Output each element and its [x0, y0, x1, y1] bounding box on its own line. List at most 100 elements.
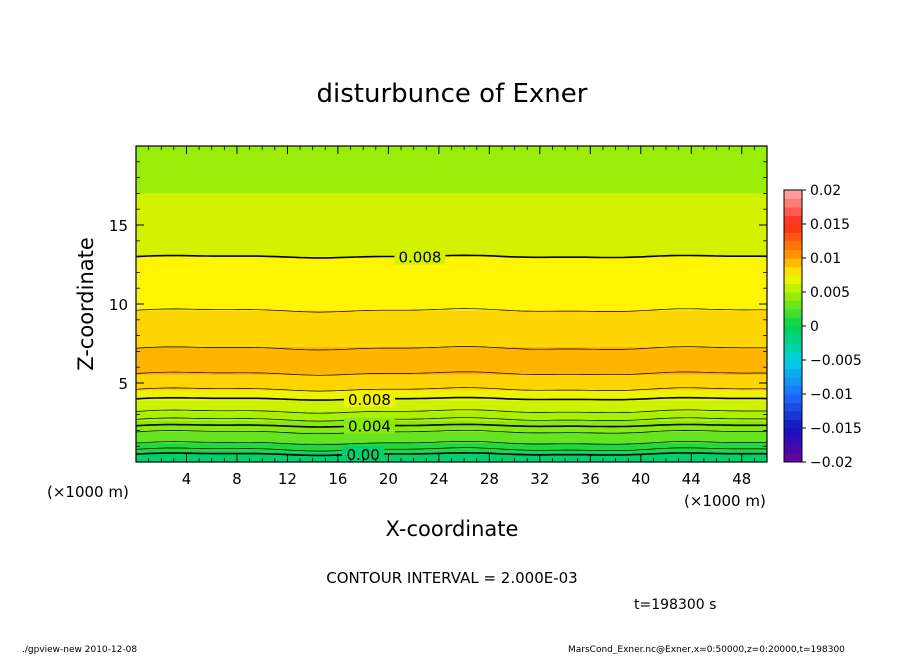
- colorbar-segment: [784, 249, 802, 259]
- x-tick-label-44: 44: [682, 470, 701, 488]
- fill-band-6: [136, 390, 767, 401]
- colorbar-segment: [784, 300, 802, 310]
- colorbar-segment: [784, 334, 802, 344]
- x-tick-label-48: 48: [732, 470, 751, 488]
- colorbar-segment: [784, 232, 802, 242]
- contour-label-bg-1: [343, 390, 395, 407]
- colorbar-segment: [784, 419, 802, 429]
- colorbar-segment: [784, 258, 802, 267]
- contour-line-3: [135, 451, 768, 457]
- colorbar-segment: [784, 215, 802, 225]
- colorbar-segment: [784, 326, 802, 335]
- x-tick-label-24: 24: [429, 470, 448, 488]
- thin-contour-2: [135, 371, 768, 376]
- colorbar-segment: [784, 402, 802, 412]
- fill-band-7: [136, 375, 767, 391]
- chart-title: disturbunce of Exner: [317, 79, 588, 109]
- contour-label-2: 0.004: [348, 418, 391, 436]
- contour-label-1: 0.008: [348, 391, 391, 409]
- contour-label-bg-3: [342, 446, 385, 463]
- x-axis: 4 8 12 16 20 24 28 32 36 40 44 48: [148, 146, 755, 488]
- plot-fill-bands: [136, 146, 767, 462]
- colorbar-segment: [784, 385, 802, 395]
- fill-band-3: [136, 420, 767, 432]
- colorbar-segment: [784, 309, 802, 318]
- colorbar-segment: [784, 292, 802, 301]
- colorbar-tick-label-2: 0.01: [810, 251, 841, 267]
- thin-contour-8: [135, 447, 767, 452]
- contour-labels: 0.008 0.008 0.004 0.00: [342, 248, 446, 464]
- fill-band-12: [136, 146, 767, 194]
- contour-label-bg-2: [343, 417, 395, 434]
- contour-label-0: 0.008: [398, 249, 441, 267]
- colorbar-segment: [784, 351, 802, 361]
- fill-band-2: [136, 431, 767, 444]
- thin-contour-5: [135, 417, 767, 422]
- x-tick-label-16: 16: [328, 470, 347, 488]
- colorbar-segment: [784, 207, 802, 216]
- y-tick-label-10: 10: [109, 296, 128, 314]
- colorbar-tick-label-8: −0.02: [810, 455, 853, 471]
- x-tick-label-8: 8: [232, 470, 242, 488]
- x-tick-label-28: 28: [480, 470, 499, 488]
- thin-contour-7: [135, 441, 767, 446]
- colorbar-tick-label-6: −0.01: [810, 387, 853, 403]
- colorbar-tick-label-4: 0: [810, 319, 819, 335]
- contour-line-1: [135, 396, 768, 401]
- y-tick-label-15: 15: [109, 217, 128, 235]
- fill-band-4: [136, 411, 767, 421]
- colorbar-segment: [784, 445, 802, 454]
- x-tick-label-32: 32: [530, 470, 549, 488]
- colorbar-tick-label-0: 0.02: [810, 183, 841, 199]
- fill-band-10: [136, 256, 767, 311]
- thin-contour-4: [135, 409, 767, 414]
- x-tick-label-12: 12: [278, 470, 297, 488]
- fill-band-11: [136, 193, 767, 257]
- colorbar-segment: [784, 190, 802, 199]
- y-axis: 5 10 15: [109, 161, 767, 447]
- fill-band-9: [136, 310, 767, 347]
- contour-interval-text: CONTOUR INTERVAL = 2.000E-03: [326, 569, 577, 587]
- thin-contour-3: [135, 387, 768, 392]
- x-tick-label-20: 20: [379, 470, 398, 488]
- contour-label-bg-0: [394, 248, 446, 265]
- colorbar-tick-label-7: −0.015: [810, 421, 862, 437]
- fill-band-0: [136, 452, 767, 462]
- colorbar-segment: [784, 266, 802, 276]
- colorbar-segment: [784, 275, 802, 284]
- contour-lines: [135, 254, 768, 457]
- colorbar-tick-label-3: 0.005: [810, 285, 850, 301]
- x-unit-left: (×1000 m): [47, 483, 129, 501]
- colorbar-segment: [784, 317, 802, 327]
- footer-left: ./gpview-new 2010-12-08: [22, 645, 137, 654]
- colorbar-segment: [784, 428, 802, 437]
- x-axis-label: X-coordinate: [386, 517, 519, 541]
- contour-line-0: [135, 254, 768, 259]
- thin-contour-0: [135, 308, 768, 313]
- colorbar-tick-label-1: 0.015: [810, 217, 850, 233]
- colorbar-segment: [784, 411, 802, 420]
- contour-line-2: [135, 423, 767, 428]
- colorbar-segment: [784, 283, 802, 293]
- thin-contour-1: [135, 346, 767, 351]
- colorbar-segment: [784, 241, 802, 250]
- fill-band-8: [136, 346, 767, 376]
- x-tick-label-36: 36: [581, 470, 600, 488]
- colorbar-segment: [784, 368, 802, 378]
- colorbar-segment: [784, 394, 802, 403]
- colorbar-segment: [784, 224, 802, 233]
- thin-contour-6: [135, 429, 767, 435]
- colorbar-segment: [784, 453, 802, 463]
- fill-band-5: [136, 400, 767, 412]
- y-axis-label: Z-coordinate: [74, 237, 98, 371]
- x-tick-label-4: 4: [182, 470, 192, 488]
- colorbar-segment: [784, 343, 802, 352]
- y-tick-label-5: 5: [118, 375, 128, 393]
- colorbar-segment: [784, 377, 802, 386]
- colorbar-tick-label-5: −0.005: [810, 353, 862, 369]
- footer-right: MarsCond_Exner.nc@Exner,x=0:50000,z=0:20…: [568, 645, 845, 654]
- x-tick-label-40: 40: [631, 470, 650, 488]
- colorbar-ticks: 0.02 0.015 0.01 0.005 0 −0.005 −0.01 −0.015 −0.0…: [802, 183, 862, 471]
- contour-label-3: 0.00: [346, 446, 379, 464]
